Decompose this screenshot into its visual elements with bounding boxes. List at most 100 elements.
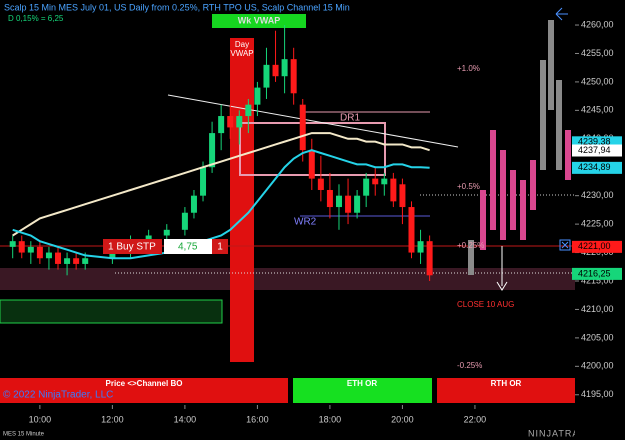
x-tick-label: 22:00 [464, 414, 487, 424]
candle-body [181, 212, 188, 230]
x-tick-label: 12:00 [101, 414, 124, 424]
price-marker-label: 4239,38 [578, 137, 611, 147]
profile [468, 20, 562, 275]
x-tick-label: 20:00 [391, 414, 414, 424]
x-tick-label: 10:00 [29, 414, 52, 424]
candle-body [145, 235, 152, 242]
label: Wk VWAP [238, 15, 281, 25]
y-tick-label: 4225,00 [581, 218, 614, 228]
candle-body [236, 116, 243, 128]
candle-body [372, 178, 379, 185]
rth-or-bar [437, 378, 575, 403]
y-tick-label: 4205,00 [581, 332, 614, 342]
close-icon[interactable] [561, 241, 569, 249]
background-layer [0, 14, 575, 362]
candle-body [399, 184, 406, 208]
label: Price <>Channel BO [106, 379, 183, 388]
indicator-line [12, 132, 430, 237]
candle-body [18, 241, 25, 253]
candle-body [245, 104, 252, 117]
x-tick-label: 18:00 [319, 414, 342, 424]
close-order[interactable] [559, 239, 571, 251]
y-tick-label: 4260,00 [581, 19, 614, 29]
label: DR1 [340, 113, 360, 124]
price-marker-label: 4221,00 [578, 241, 611, 251]
channel-bo-bar [0, 378, 288, 403]
label: +0.25% [457, 241, 484, 250]
price-marker [572, 240, 622, 253]
brand: NINJATRADER [528, 428, 601, 438]
eth-or-bar [293, 378, 432, 403]
label: Day [235, 40, 249, 49]
order-price[interactable]: 4,75 [178, 242, 198, 253]
candle-body [218, 116, 225, 134]
candle-body [308, 150, 315, 179]
candle-body [317, 178, 324, 190]
candle-body [36, 246, 43, 259]
candle-body [354, 195, 361, 213]
candle-body [281, 59, 288, 77]
label: RTH OR [491, 379, 522, 388]
x-tick-label: 16:00 [246, 414, 269, 424]
label: -0.25% [457, 361, 482, 370]
candle-body [27, 246, 34, 253]
price-marker [572, 144, 622, 157]
candle-body [417, 241, 424, 253]
order-qty[interactable]: 1 [217, 242, 223, 253]
range-band [0, 268, 575, 290]
candle-body [335, 195, 342, 208]
copyright: © 2022 NinjaTrader, LLC [3, 390, 113, 401]
candle-body [263, 64, 270, 88]
wk-vwap-bar [212, 14, 306, 28]
candle-body [190, 195, 197, 213]
candle-body [363, 178, 370, 196]
y-tick-label: 4255,00 [581, 48, 614, 58]
candle-body [326, 189, 333, 208]
profile [480, 130, 571, 250]
y-tick-label: 4215,00 [581, 275, 614, 285]
label: VWAP [230, 49, 253, 58]
y-tick-label: 4200,00 [581, 361, 614, 371]
candle-body [408, 207, 415, 253]
candle-body [73, 258, 80, 264]
candle-body [272, 64, 279, 77]
subtitle: D 0,15% = 6,25 [8, 14, 64, 23]
y-tick-label: 4250,00 [581, 76, 614, 86]
back-arrow[interactable] [555, 7, 568, 21]
instrument: MES 15 Minute [3, 432, 45, 438]
order-price-box[interactable] [164, 239, 212, 254]
price-marker [572, 267, 622, 280]
order-label[interactable]: 1 Buy STP [108, 242, 156, 253]
candle-body [426, 241, 433, 276]
chart-title: Scalp 15 Min MES July 01, US Daily from … [4, 2, 350, 12]
label: ETH OR [347, 379, 377, 388]
candle-body [345, 195, 352, 213]
day-vwap-bar [230, 38, 254, 362]
trend-line [167, 94, 459, 148]
price-marker-label: 4216,25 [578, 268, 611, 278]
candle-body [290, 59, 297, 94]
x-tick-label: 14:00 [174, 414, 197, 424]
indicator-line [12, 149, 430, 260]
price-marker-label: 4234,89 [578, 162, 611, 172]
axis-panel [575, 0, 625, 440]
candle-body [209, 133, 216, 168]
candle-body [163, 229, 170, 236]
candle-body [299, 104, 306, 151]
order-button[interactable] [103, 239, 162, 254]
price-marker-label: 4237,94 [578, 145, 611, 155]
candle-body [55, 252, 62, 264]
price-marker [572, 161, 622, 174]
y-tick-label: 4210,00 [581, 304, 614, 314]
candle-body [390, 178, 397, 202]
label: +1.0% [457, 64, 480, 73]
range-box [0, 299, 223, 324]
label: WR2 [294, 217, 317, 228]
y-tick-label: 4230,00 [581, 190, 614, 200]
candle-body [82, 258, 89, 264]
candle-body [200, 167, 207, 196]
candle-body [64, 258, 71, 264]
order-qty-box[interactable] [212, 239, 228, 254]
